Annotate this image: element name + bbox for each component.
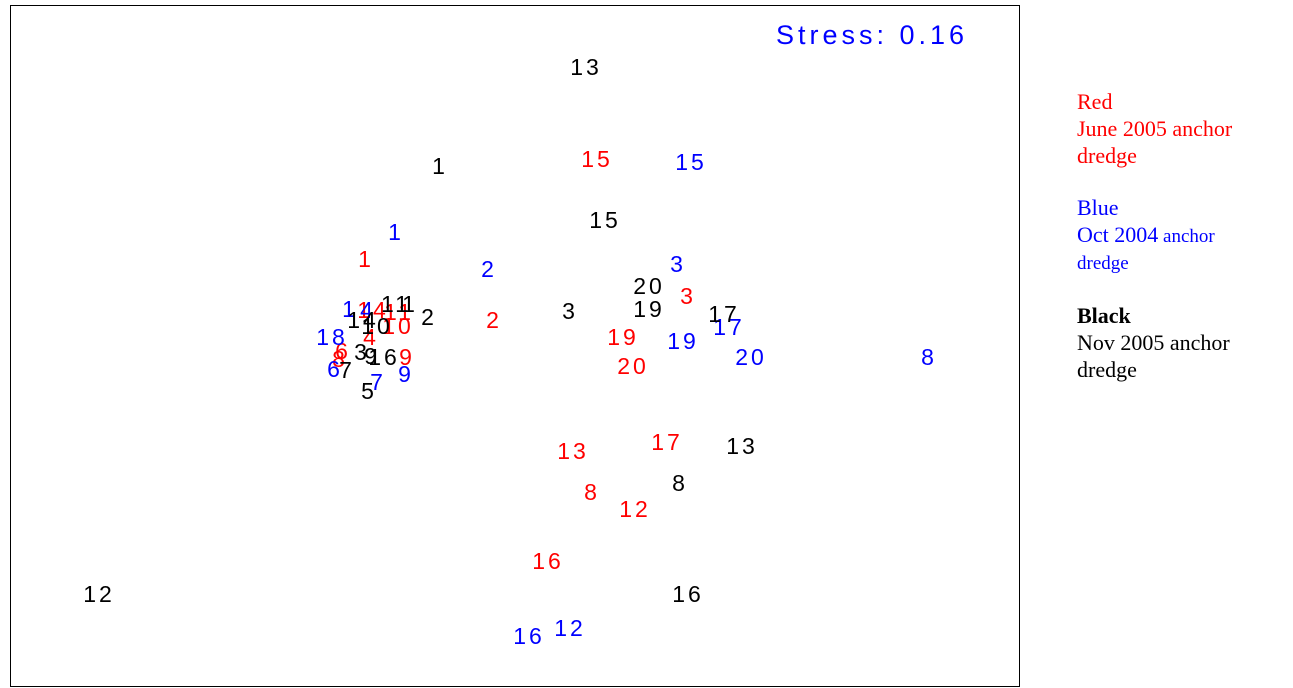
point-label: 9	[364, 343, 380, 369]
legend-blue-text-line1-b: anchor	[1158, 226, 1215, 247]
point-label: 16	[672, 581, 704, 607]
point-label: 8	[332, 346, 348, 372]
point-label: 8	[921, 344, 937, 370]
point-label: 7	[370, 369, 386, 395]
point-label: 3	[354, 339, 370, 365]
point-label: 16	[513, 623, 545, 649]
point-label: 14	[357, 297, 389, 323]
point-label: 2	[486, 307, 502, 333]
point-label: 5	[361, 378, 377, 404]
legend-blue-color-word: Blue	[1077, 195, 1119, 220]
point-label: 20	[617, 353, 649, 379]
point-label: 10	[361, 313, 393, 339]
legend-red: Red June 2005 anchor dredge	[1077, 88, 1292, 169]
legend-blue-text-line1: Oct 2004 anchor	[1077, 221, 1292, 250]
point-label: 17	[713, 314, 745, 340]
point-label: 9	[398, 361, 414, 387]
point-label: 16	[368, 344, 400, 370]
point-label: 2	[421, 304, 437, 330]
point-label: 8	[672, 470, 688, 496]
point-label: 4	[363, 324, 379, 350]
point-label: 12	[83, 581, 115, 607]
point-label: 7	[339, 357, 355, 383]
point-label: 3	[562, 298, 578, 324]
legend-black-text-line2: dredge	[1077, 357, 1137, 382]
legend-red-color-word: Red	[1077, 89, 1113, 114]
legend-red-text-line2: dredge	[1077, 143, 1137, 168]
point-label: 17	[651, 429, 683, 455]
point-label: 9	[399, 344, 415, 370]
legend-blue-text-line2: dredge	[1077, 253, 1129, 274]
point-label: 19	[633, 296, 665, 322]
point-label: 3	[680, 283, 696, 309]
legend-blue-text-line1-a: Oct 2004	[1077, 222, 1159, 247]
point-label: 20	[633, 273, 665, 299]
point-label: 6	[335, 338, 351, 364]
legend-black: Black Nov 2005 anchor dredge	[1077, 302, 1292, 383]
point-label: 1	[388, 219, 404, 245]
point-label: 18	[316, 324, 348, 350]
point-label: 4	[360, 297, 376, 323]
point-label: 1	[358, 246, 374, 272]
legend-black-color-word: Black	[1077, 303, 1131, 328]
point-label: 19	[667, 328, 699, 354]
legend-red-text-line1: June 2005 anchor	[1077, 116, 1233, 141]
point-label: 20	[735, 344, 767, 370]
point-label: 16	[532, 548, 564, 574]
point-label: 6	[327, 356, 343, 382]
point-label: 17	[708, 301, 740, 327]
legend-blue: Blue Oct 2004 anchor dredge	[1077, 194, 1292, 277]
stress-annotation: Stress: 0.16	[776, 20, 968, 50]
point-label: 13	[557, 438, 589, 464]
point-label: 11	[384, 299, 414, 325]
point-label: 13	[570, 54, 602, 80]
point-label: 13	[726, 433, 758, 459]
point-label: 15	[675, 149, 707, 175]
point-label: 12	[619, 496, 651, 522]
point-label: 12	[554, 615, 586, 641]
point-label: 19	[607, 324, 639, 350]
point-label: 1	[342, 296, 358, 322]
point-label: 8	[584, 479, 600, 505]
point-label: 3	[670, 251, 686, 277]
point-label: 1	[432, 153, 448, 179]
point-label: 15	[589, 207, 621, 233]
legend: Red June 2005 anchor dredge Blue Oct 200…	[1077, 88, 1292, 408]
point-label: 14	[347, 307, 379, 333]
point-label: 15	[581, 146, 613, 172]
point-label: 1	[402, 291, 418, 317]
plot-frame: Stress: 0.16 15 1 2 3 19 20 10 14 11 4 6 8 9 13 17 8 12 1…	[10, 5, 1020, 687]
point-label: 10	[382, 313, 414, 339]
point-label: 2	[481, 256, 497, 282]
point-label: 11	[381, 291, 411, 317]
legend-black-text-line1: Nov 2005 anchor	[1077, 330, 1230, 355]
